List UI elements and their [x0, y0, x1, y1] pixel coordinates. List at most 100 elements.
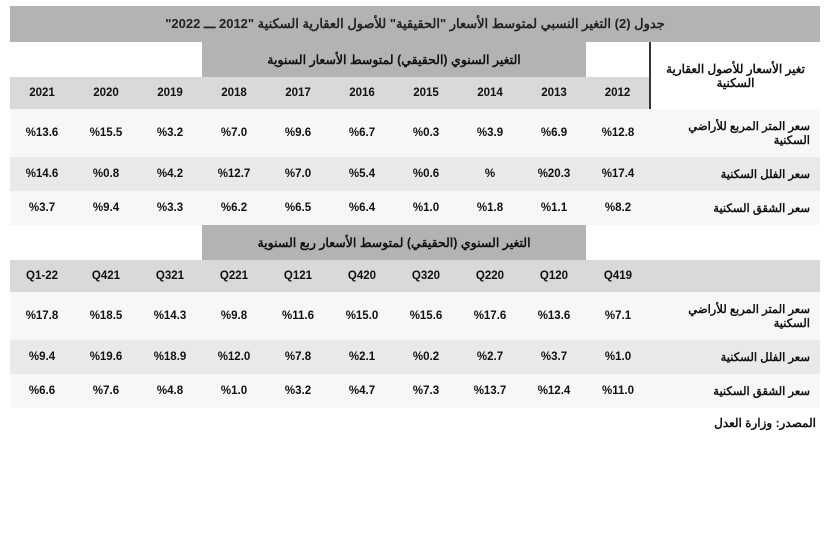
data-cell: %1.0	[394, 191, 458, 225]
data-cell: %8.2	[586, 191, 650, 225]
data-cell: %3.3	[138, 191, 202, 225]
year-cell: 2021	[10, 77, 74, 109]
row-label: سعر الشقق السكنية	[650, 374, 820, 408]
section2-header-row: التغير السنوي (الحقيقي) لمتوسط الأسعار ر…	[10, 225, 820, 260]
data-cell: %11.6	[266, 292, 330, 340]
data-cell: %3.9	[458, 109, 522, 157]
table-title-row: جدول (2) التغير النسبي لمتوسط الأسعار "ا…	[10, 6, 820, 42]
data-cell: %4.8	[138, 374, 202, 408]
year-cell: Q320	[394, 260, 458, 292]
table-row: سعر الشقق السكنية %8.2 %1.1 %1.8 %1.0 %6…	[10, 191, 820, 225]
data-cell: %7.6	[74, 374, 138, 408]
year-cell: Q221	[202, 260, 266, 292]
data-cell: %1.0	[202, 374, 266, 408]
data-cell: %6.4	[330, 191, 394, 225]
data-cell: %20.3	[522, 157, 586, 191]
data-cell: %6.5	[266, 191, 330, 225]
row-label: سعر المتر المربع للأراضي السكنية	[650, 292, 820, 340]
data-cell: %13.7	[458, 374, 522, 408]
row-label: سعر الفلل السكنية	[650, 157, 820, 191]
data-cell: %19.6	[74, 340, 138, 374]
data-cell: %12.7	[202, 157, 266, 191]
data-cell: %6.2	[202, 191, 266, 225]
year-cell: 2020	[74, 77, 138, 109]
table-row: سعر الفلل السكنية %1.0 %3.7 %2.7 %0.2 %2…	[10, 340, 820, 374]
data-cell: %18.5	[74, 292, 138, 340]
section1-label: التغير السنوي (الحقيقي) لمتوسط الأسعار ا…	[202, 42, 586, 77]
data-cell: %2.1	[330, 340, 394, 374]
data-cell: %9.8	[202, 292, 266, 340]
right-header: تغير الأسعار للأصول العقارية السكنية	[650, 42, 820, 109]
year-cell: 2019	[138, 77, 202, 109]
data-cell: %1.1	[522, 191, 586, 225]
table-row: سعر الشقق السكنية %11.0 %12.4 %13.7 %7.3…	[10, 374, 820, 408]
data-cell: %0.8	[74, 157, 138, 191]
data-cell: %7.0	[202, 109, 266, 157]
year-cell: 2017	[266, 77, 330, 109]
section2-label: التغير السنوي (الحقيقي) لمتوسط الأسعار ر…	[202, 225, 586, 260]
data-cell: %17.4	[586, 157, 650, 191]
data-cell: %17.8	[10, 292, 74, 340]
data-cell: %4.2	[138, 157, 202, 191]
data-cell: %7.1	[586, 292, 650, 340]
data-cell: %12.4	[522, 374, 586, 408]
data-cell: %6.9	[522, 109, 586, 157]
data-cell: %13.6	[10, 109, 74, 157]
row-label: سعر المتر المربع للأراضي السكنية	[650, 109, 820, 157]
data-cell: %4.7	[330, 374, 394, 408]
data-cell: %6.6	[10, 374, 74, 408]
data-cell: %9.4	[10, 340, 74, 374]
data-cell: %14.3	[138, 292, 202, 340]
year-cell: 2013	[522, 77, 586, 109]
data-cell: %15.0	[330, 292, 394, 340]
year-cell: Q120	[522, 260, 586, 292]
data-cell: %1.8	[458, 191, 522, 225]
year-cell: 2016	[330, 77, 394, 109]
data-cell: %5.4	[330, 157, 394, 191]
data-cell: %0.2	[394, 340, 458, 374]
table-row: سعر الفلل السكنية %17.4 %20.3 % %0.6 %5.…	[10, 157, 820, 191]
row-label: سعر الفلل السكنية	[650, 340, 820, 374]
source-line: المصدر: وزارة العدل	[10, 408, 820, 430]
table-title: جدول (2) التغير النسبي لمتوسط الأسعار "ا…	[10, 6, 820, 42]
table-container: جدول (2) التغير النسبي لمتوسط الأسعار "ا…	[0, 0, 830, 440]
table-row: سعر المتر المربع للأراضي السكنية %12.8 %…	[10, 109, 820, 157]
data-cell: %7.0	[266, 157, 330, 191]
section1-header-row: تغير الأسعار للأصول العقارية السكنية الت…	[10, 42, 820, 77]
data-cell: %18.9	[138, 340, 202, 374]
data-cell: %7.8	[266, 340, 330, 374]
year-cell: Q321	[138, 260, 202, 292]
year-cell: 2018	[202, 77, 266, 109]
year-cell: 2014	[458, 77, 522, 109]
data-cell: %11.0	[586, 374, 650, 408]
data-cell: %7.3	[394, 374, 458, 408]
data-cell: %3.2	[138, 109, 202, 157]
table-row: سعر المتر المربع للأراضي السكنية %7.1 %1…	[10, 292, 820, 340]
year-cell: 22-Q1	[10, 260, 74, 292]
data-cell: %12.0	[202, 340, 266, 374]
data-cell: %15.6	[394, 292, 458, 340]
year-cell: 2015	[394, 77, 458, 109]
data-cell: %12.8	[586, 109, 650, 157]
data-cell: %15.5	[74, 109, 138, 157]
year-cell: 2012	[586, 77, 650, 109]
data-cell: %3.2	[266, 374, 330, 408]
data-cell: %3.7	[10, 191, 74, 225]
data-cell: %2.7	[458, 340, 522, 374]
data-cell: %	[458, 157, 522, 191]
data-cell: %3.7	[522, 340, 586, 374]
year-cell: Q121	[266, 260, 330, 292]
year-cell: Q420	[330, 260, 394, 292]
data-cell: %6.7	[330, 109, 394, 157]
data-cell: %9.4	[74, 191, 138, 225]
data-cell: %14.6	[10, 157, 74, 191]
row-label: سعر الشقق السكنية	[650, 191, 820, 225]
year-cell: Q421	[74, 260, 138, 292]
year-cell: Q220	[458, 260, 522, 292]
section2-years-row: Q419 Q120 Q220 Q320 Q420 Q121 Q221 Q321 …	[10, 260, 820, 292]
data-cell: %17.6	[458, 292, 522, 340]
data-cell: %9.6	[266, 109, 330, 157]
data-cell: %13.6	[522, 292, 586, 340]
data-cell: %0.3	[394, 109, 458, 157]
price-table: جدول (2) التغير النسبي لمتوسط الأسعار "ا…	[10, 6, 820, 408]
